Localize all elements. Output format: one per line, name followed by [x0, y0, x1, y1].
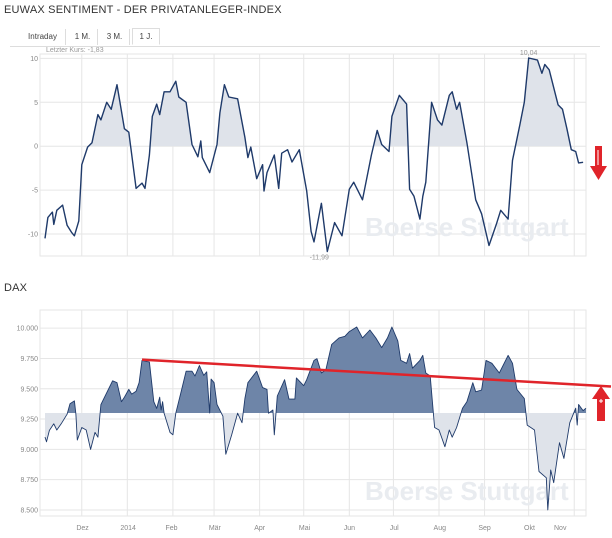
y-tick-label: 8.750: [20, 477, 38, 484]
watermark-text: Boerse Stuttgart: [365, 212, 569, 242]
x-tick-label: Jun: [344, 525, 355, 532]
page-title: EUWAX SENTIMENT - DER PRIVATANLEGER-INDE…: [4, 4, 282, 16]
y-tick-label: 9.250: [20, 417, 38, 424]
x-tick-label: Nov: [554, 525, 567, 532]
range-tabs: Intraday 1 M. 3 M. 1 J.: [10, 28, 600, 47]
y-tick-label: 10: [30, 56, 38, 63]
plot-frame: [39, 53, 587, 257]
area-fill-above-baseline: [45, 58, 584, 147]
watermark-text: Boerse Stuttgart: [365, 476, 569, 506]
y-tick-label: 9.000: [20, 447, 38, 454]
tab-1-year[interactable]: 1 J.: [132, 28, 160, 45]
max-value-label: 10,04: [520, 50, 538, 57]
y-tick-label: 5: [34, 100, 38, 107]
x-tick-label: Mai: [299, 525, 311, 532]
y-tick-label: 8.500: [20, 507, 38, 514]
y-tick-label: 9.750: [20, 356, 38, 363]
dax-title: DAX: [4, 282, 28, 294]
y-tick-label: 0: [34, 144, 38, 151]
up-arrow-annotation-icon: [592, 386, 610, 421]
resistance-trendline: [141, 358, 612, 388]
x-tick-label: Mär: [209, 525, 222, 532]
x-tick-label: Dez: [76, 525, 89, 532]
y-tick-label: 10.000: [17, 326, 39, 333]
x-tick-label: Jul: [390, 525, 399, 532]
x-tick-label: Apr: [254, 525, 266, 532]
x-tick-label: Okt: [524, 525, 535, 532]
down-arrow-annotation-icon: [590, 146, 607, 180]
x-tick-label: Sep: [478, 525, 491, 532]
x-tick-label: Aug: [434, 525, 447, 532]
last-price-label: Letzter Kurs: -1,83: [46, 47, 104, 54]
tab-3-months[interactable]: 3 M.: [100, 29, 130, 45]
y-tick-label: 9.500: [20, 386, 38, 393]
watermark-sentiment: Boerse Stuttgart: [365, 212, 569, 242]
y-tick-label: -10: [28, 232, 38, 239]
sentiment-series-line: [44, 57, 584, 253]
x-tick-label: Feb: [165, 525, 177, 532]
watermark-dax: Boerse Stuttgart: [365, 476, 569, 506]
x-tick-label: 2014: [120, 525, 136, 532]
min-value-label: -11,99: [310, 255, 329, 262]
tab-1-month[interactable]: 1 M.: [68, 29, 98, 45]
y-tick-label: -5: [32, 188, 38, 195]
dax-series-line: [44, 326, 587, 511]
tab-intraday[interactable]: Intraday: [20, 29, 66, 45]
